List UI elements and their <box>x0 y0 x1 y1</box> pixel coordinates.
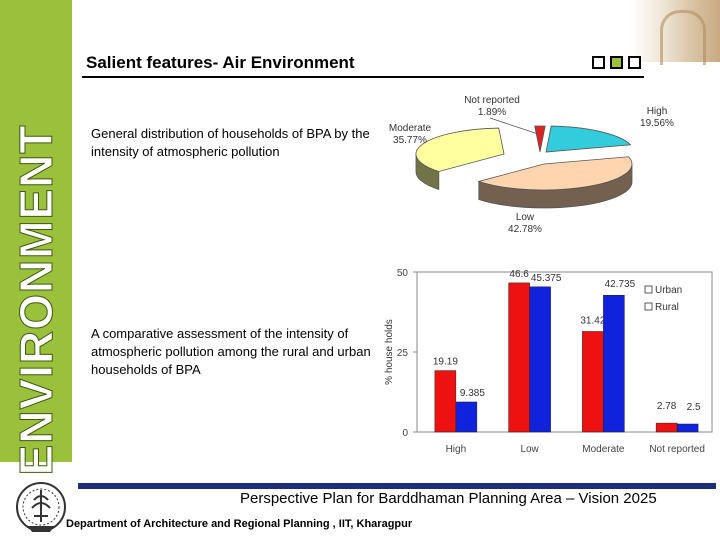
nav-box-2[interactable] <box>610 56 623 69</box>
pie-leader-line <box>489 117 539 135</box>
bar-value-urban-not-reported: 2.78 <box>657 401 677 412</box>
iit-logo-icon <box>16 482 66 532</box>
footer-department: Department of Architecture and Regional … <box>66 518 413 530</box>
nav-box-1[interactable] <box>592 56 605 69</box>
title-divider <box>82 76 644 78</box>
slide-title: Salient features- Air Environment <box>86 53 355 72</box>
bar-description: A comparative assessment of the intensit… <box>91 326 371 377</box>
pie-label-not-reported: Not reported <box>464 95 520 106</box>
legend-swatch-urban <box>644 285 653 294</box>
bar-xtick-low: Low <box>520 444 539 455</box>
bar-chart: 0 25 50 % house holds 19.19 9.385 High 46.6 45.3… <box>384 268 713 455</box>
bar-rural-low <box>529 286 551 433</box>
bar-value-rural-not-reported: 2.5 <box>687 402 701 413</box>
legend-label-rural: Rural <box>655 302 679 313</box>
legend-swatch-rural <box>644 302 653 311</box>
footer-divider <box>78 483 716 489</box>
bar-rural-not-reported <box>676 423 699 433</box>
legend-label-urban: Urban <box>655 285 682 296</box>
bar-ylabel: % house holds <box>384 319 395 385</box>
bar-value-urban-low: 46.6 <box>509 269 529 280</box>
bar-ytick-0: 0 <box>402 428 408 439</box>
pie-slice-low <box>477 156 633 191</box>
bar-urban-not-reported <box>655 422 678 433</box>
bar-value-rural-moderate: 42.735 <box>605 279 636 290</box>
bar-value-urban-high: 19.19 <box>433 357 458 368</box>
bar-xtick-high: High <box>446 444 467 455</box>
bar-value-rural-low: 45.375 <box>531 273 562 284</box>
bar-value-urban-moderate: 31.42 <box>580 315 605 326</box>
pie-slice-high <box>545 125 632 153</box>
bar-urban-high <box>434 370 457 433</box>
pie-label-high: High <box>647 106 668 117</box>
pie-slice-not-reported <box>534 125 546 153</box>
bar-xtick-moderate: Moderate <box>582 444 625 455</box>
pie-value-not-reported: 1.89% <box>478 107 506 118</box>
nav-box-3[interactable] <box>628 56 641 69</box>
pie-value-moderate: 35.77% <box>393 135 427 146</box>
bar-xtick-not-reported: Not reported <box>649 444 705 455</box>
sidebar-band: ENVIRONMENT <box>0 0 72 476</box>
bar-ytick-25: 25 <box>397 348 409 359</box>
bar-rural-high <box>455 401 478 433</box>
bar-rural-moderate <box>603 294 625 433</box>
footer-title: Perspective Plan for Barddhaman Planning… <box>240 490 657 507</box>
pie-label-low: Low <box>516 212 535 223</box>
bar-urban-low <box>508 282 530 433</box>
bar-ytick-50: 50 <box>397 268 409 279</box>
pie-value-low: 42.78% <box>508 224 542 235</box>
pie-value-high: 19.56% <box>640 118 674 129</box>
bar-value-rural-high: 9.385 <box>460 388 485 399</box>
pie-description: General distribution of households of BP… <box>91 126 370 159</box>
header-photo-arch <box>660 10 706 65</box>
pie-label-moderate: Moderate <box>389 123 432 134</box>
pie-slice-moderate <box>415 127 505 172</box>
bar-urban-moderate <box>582 331 604 433</box>
